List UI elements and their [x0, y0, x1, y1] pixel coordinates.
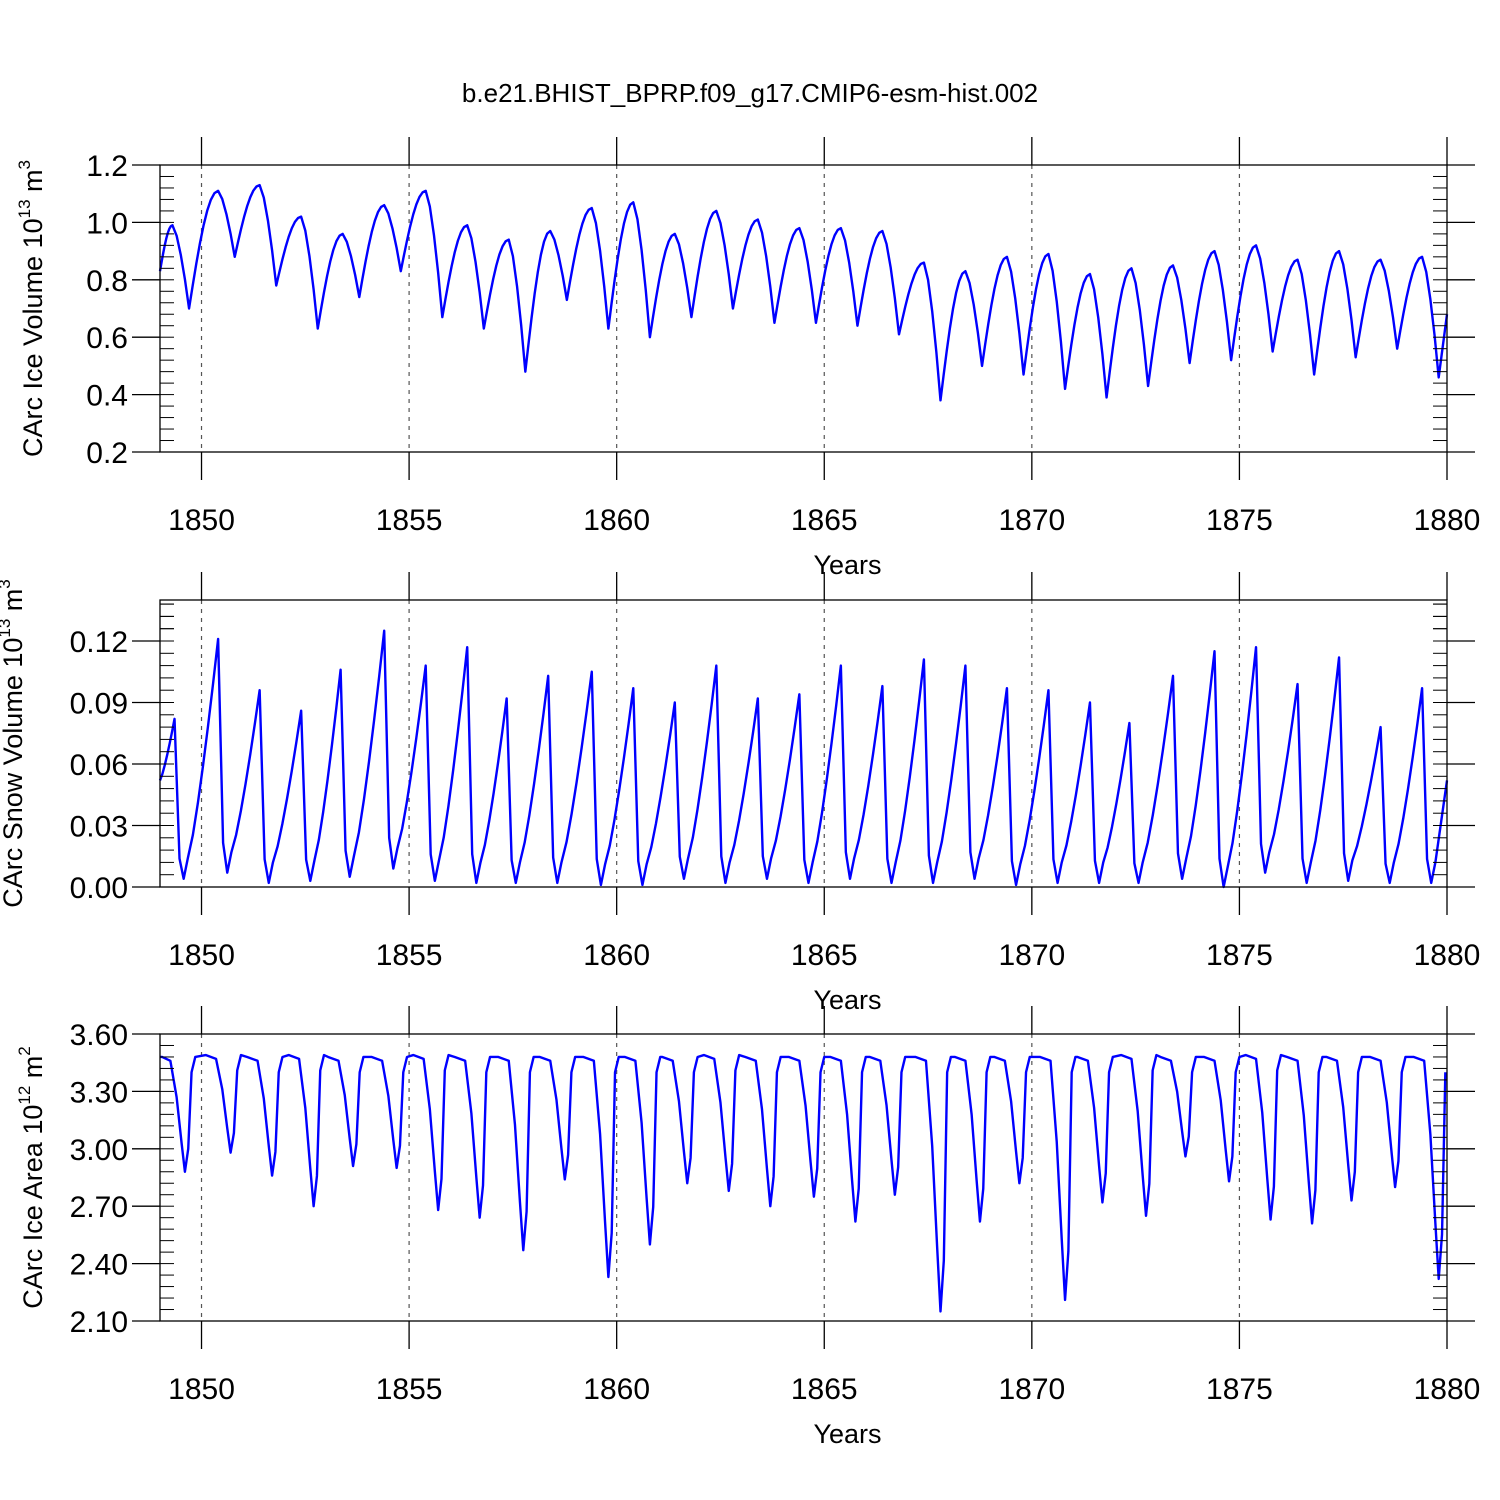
x-tick-label: 1870	[998, 939, 1065, 972]
snow-volume-panel: 1850 1855 1860 1865 1870 1875 1880 0.00 0.03 0.06…	[0, 572, 1480, 1015]
plot-frame	[159, 164, 1448, 453]
y-axis-title-ylabel-exp: 13	[0, 619, 14, 638]
x-tick-label: 1855	[376, 939, 443, 972]
y-axis-title-ylabel-exp: 12	[15, 1086, 34, 1105]
y-axis-title-ylabel-exp: 13	[15, 199, 34, 218]
y-axis-title: CArc Ice Area 1012 m2	[15, 1046, 48, 1309]
y-axis-title-ylabel-prefix: CArc Ice Area 10	[18, 1105, 48, 1309]
y-tick-label: 0.2	[86, 437, 128, 470]
y-axis-title-ylabel-unit: m	[18, 169, 48, 199]
x-tick-label: 1865	[791, 939, 858, 972]
y-tick-label: 3.30	[70, 1076, 128, 1109]
y-tick-label: 0.4	[86, 380, 128, 413]
y-axis-title: CArc Ice Volume 1013 m3	[15, 160, 48, 457]
x-tick-label: 1855	[376, 504, 443, 537]
x-tick-label: 1865	[791, 1373, 858, 1406]
ice-area-panel: 1850 1855 1860 1865 1870 1875 1880 2.10 2.40 2.70…	[15, 1006, 1480, 1449]
y-axis-title-ylabel-unit-exp: 3	[15, 160, 34, 169]
x-tick-label: 1860	[583, 939, 650, 972]
snow-volume-series-line	[158, 629, 1449, 889]
x-tick-label: 1880	[1414, 1373, 1481, 1406]
y-axis-title-ylabel-prefix: CArc Snow Volume 10	[0, 638, 28, 908]
y-tick-label: 1.2	[86, 150, 128, 183]
y-tick-label: 2.70	[70, 1191, 128, 1224]
y-axis-title-ylabel-unit: m	[18, 1056, 48, 1086]
ice-volume-panel: 1850 1855 1860 1865 1870 1875 1880 0.2 0.4 0.6 0.8…	[15, 137, 1480, 580]
y-axis-title-ylabel-prefix: CArc Ice Volume 10	[18, 218, 48, 457]
ice-area-series-line	[160, 1053, 1447, 1313]
x-tick-label: 1865	[791, 504, 858, 537]
x-tick-label: 1880	[1414, 504, 1481, 537]
y-tick-label: 0.6	[86, 322, 128, 355]
y-tick-label: 1.0	[86, 207, 128, 240]
y-tick-label: 0.00	[70, 872, 128, 905]
y-tick-label: 3.60	[70, 1019, 128, 1052]
chart-title: b.e21.BHIST_BPRP.f09_g17.CMIP6-esm-hist.…	[462, 78, 1038, 108]
x-tick-label: 1860	[583, 1373, 650, 1406]
x-tick-label: 1850	[168, 504, 235, 537]
y-tick-label: 0.03	[70, 811, 128, 844]
y-tick-label: 0.8	[86, 265, 128, 298]
x-tick-label: 1875	[1206, 939, 1273, 972]
y-tick-label: 3.00	[70, 1134, 128, 1167]
x-tick-label: 1870	[998, 1373, 1065, 1406]
plot-frame	[159, 1033, 1448, 1322]
y-axis-title: CArc Snow Volume 1013 m3	[0, 579, 28, 908]
x-tick-label: 1850	[168, 1373, 235, 1406]
y-tick-label: 0.12	[70, 626, 128, 659]
x-tick-label: 1855	[376, 1373, 443, 1406]
y-tick-label: 2.10	[70, 1306, 128, 1339]
ice-volume-series-line	[158, 183, 1449, 402]
x-tick-label: 1870	[998, 504, 1065, 537]
y-tick-label: 0.09	[70, 688, 128, 721]
y-axis-title-ylabel-unit-exp: 2	[15, 1046, 34, 1055]
x-axis-title: Years	[813, 1419, 881, 1449]
y-axis-title-ylabel-unit: m	[0, 589, 28, 619]
x-tick-label: 1880	[1414, 939, 1481, 972]
plot-frame	[159, 599, 1448, 888]
panels: 1850 1855 1860 1865 1870 1875 1880 0.2 0.4 0.6 0.8…	[0, 137, 1480, 1449]
x-tick-label: 1875	[1206, 504, 1273, 537]
y-tick-label: 2.40	[70, 1249, 128, 1282]
x-tick-label: 1860	[583, 504, 650, 537]
x-tick-label: 1850	[168, 939, 235, 972]
x-tick-label: 1875	[1206, 1373, 1273, 1406]
y-tick-label: 0.06	[70, 749, 128, 782]
y-axis-title-ylabel-unit-exp: 3	[0, 579, 14, 588]
